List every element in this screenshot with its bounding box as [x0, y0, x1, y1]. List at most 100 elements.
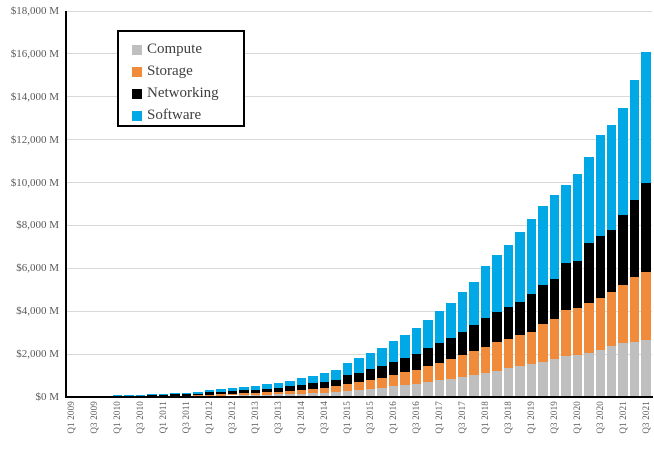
- bar-segment-storage-q2-2015: [354, 382, 364, 390]
- gridline: [67, 353, 652, 355]
- bar-segment-networking-q2-2019: [538, 285, 548, 324]
- bar-segment-compute-q2-2016: [400, 384, 410, 397]
- bar-segment-storage-q1-2018: [480, 346, 491, 373]
- bar-segment-networking-q3-2017: [457, 331, 468, 356]
- bar-segment-networking-q3-2020: [595, 236, 605, 299]
- x-axis-tick-label: Q1 2016: [387, 401, 398, 434]
- bar-segment-storage-q2-2018: [492, 342, 502, 371]
- bar-segment-networking-q4-2013: [285, 386, 295, 391]
- x-axis-tick-label: Q1 2013: [250, 401, 261, 434]
- bar-segment-compute-q3-2020: [595, 349, 605, 397]
- bar-segment-software-q4-2014: [331, 370, 341, 380]
- bar-segment-software-q3-2011: [181, 392, 192, 395]
- x-axis-tick-label: Q1 2020: [571, 401, 582, 434]
- gridline: [67, 182, 652, 184]
- bar-segment-networking-q2-2014: [308, 383, 318, 389]
- bar-segment-storage-q3-2011: [181, 395, 192, 397]
- x-axis-tick-label: Q3 2010: [135, 401, 146, 434]
- x-axis-tick-label: Q3 2021: [640, 401, 651, 434]
- bar-segment-storage-q4-2016: [423, 366, 433, 382]
- bar-segment-compute-q3-2017: [457, 376, 468, 397]
- bar-segment-software-q1-2021: [618, 107, 628, 215]
- x-axis-tick-label: Q1 2021: [617, 401, 628, 434]
- bar-segment-networking-q3-2021: [641, 182, 651, 272]
- bar-segment-storage-q1-2016: [388, 375, 399, 387]
- x-axis-tick-label: Q3 2017: [456, 401, 467, 434]
- bar-segment-software-q2-2019: [538, 206, 548, 286]
- bar-segment-software-q1-2017: [434, 311, 445, 343]
- bar-segment-compute-q2-2019: [538, 361, 548, 397]
- legend-item-compute: Compute: [132, 39, 243, 60]
- bar-segment-software-q4-2013: [285, 380, 295, 387]
- bar-segment-compute-q1-2015: [342, 390, 353, 397]
- bar-segment-networking-q4-2017: [469, 325, 479, 351]
- bar-segment-software-q1-2011: [158, 393, 169, 395]
- bar-segment-networking-q1-2015: [342, 375, 353, 384]
- bar-segment-storage-q1-2015: [342, 383, 353, 391]
- bar-segment-networking-q4-2020: [606, 229, 617, 292]
- x-axis-tick-label: Q3 2014: [318, 401, 329, 434]
- bar-segment-networking-q4-2010: [147, 395, 157, 397]
- x-axis-tick-label: Q3 2015: [364, 401, 375, 434]
- bar-segment-compute-q3-2015: [365, 388, 376, 397]
- bar-segment-compute-q2-2015: [354, 389, 364, 397]
- y-axis-tick-label: $18,000 M: [10, 5, 59, 17]
- bar-segment-compute-q2-2017: [446, 378, 456, 397]
- bar-segment-software-q3-2018: [503, 244, 514, 308]
- bar-segment-software-q3-2021: [641, 51, 651, 183]
- bar-segment-software-q3-2016: [411, 328, 422, 354]
- bar-segment-networking-q3-2014: [319, 381, 330, 388]
- bar-segment-storage-q1-2019: [526, 331, 537, 364]
- legend-item-networking: Networking: [132, 83, 243, 104]
- x-axis-tick-label: Q1 2010: [112, 401, 123, 434]
- bar-segment-software-q4-2019: [561, 184, 571, 264]
- bar-segment-compute-q2-2021: [629, 342, 640, 397]
- bar-segment-networking-q1-2020: [572, 260, 583, 309]
- bar-segment-networking-q2-2018: [492, 311, 502, 343]
- bar-segment-compute-q4-2017: [469, 374, 479, 397]
- bar-segment-compute-q1-2014: [296, 393, 307, 397]
- legend-swatch-storage-icon: [132, 66, 142, 77]
- bar-segment-networking-q2-2015: [354, 372, 364, 383]
- bar-segment-networking-q2-2011: [170, 394, 180, 396]
- bar-segment-storage-q2-2019: [538, 323, 548, 362]
- bar-segment-storage-q3-2015: [365, 379, 376, 389]
- bar-segment-storage-q3-2020: [595, 298, 605, 350]
- bar-segment-networking-q3-2010: [135, 395, 146, 397]
- bar-segment-networking-q3-2012: [227, 391, 238, 394]
- bar-segment-storage-q4-2014: [331, 386, 341, 392]
- bar-segment-software-q4-2016: [423, 319, 433, 349]
- bar-segment-compute-q4-2014: [331, 391, 341, 397]
- bar-segment-software-q1-2015: [342, 362, 353, 376]
- bar-segment-networking-q1-2013: [250, 389, 261, 393]
- bar-segment-storage-q2-2017: [446, 359, 456, 379]
- bar-segment-networking-q1-2016: [388, 361, 399, 376]
- bar-segment-software-q2-2018: [492, 255, 502, 312]
- legend-label-storage: Storage: [147, 63, 193, 79]
- bar-segment-storage-q1-2013: [250, 392, 261, 396]
- bar-segment-software-q2-2015: [354, 358, 364, 373]
- bar-segment-networking-q3-2015: [365, 369, 376, 380]
- bar-segment-software-q4-2017: [469, 282, 479, 326]
- bar-segment-compute-q2-2020: [584, 353, 594, 397]
- bar-segment-compute-q4-2019: [561, 355, 571, 397]
- bar-segment-software-q3-2013: [273, 382, 284, 388]
- legend-swatch-networking-icon: [132, 88, 142, 99]
- bar-segment-storage-q1-2021: [618, 284, 628, 344]
- x-axis-tick-label: Q3 2009: [89, 401, 100, 434]
- bar-segment-software-q3-2020: [595, 135, 605, 237]
- bar-segment-compute-q4-2016: [423, 381, 433, 397]
- x-axis-tick-label: Q3 2020: [594, 401, 605, 434]
- y-axis-line: [65, 11, 67, 398]
- bar-segment-software-q4-2018: [515, 231, 525, 302]
- bar-segment-software-q3-2014: [319, 373, 330, 382]
- bar-segment-networking-q4-2018: [515, 301, 525, 335]
- bar-segment-storage-q3-2021: [641, 271, 651, 340]
- bar-segment-software-q2-2014: [308, 375, 318, 384]
- bar-segment-networking-q4-2014: [331, 379, 341, 387]
- bar-segment-compute-q1-2016: [388, 386, 399, 397]
- bar-segment-software-q4-2015: [377, 347, 387, 366]
- bar-segment-software-q3-2017: [457, 291, 468, 332]
- x-axis-tick-label: Q1 2012: [204, 401, 215, 434]
